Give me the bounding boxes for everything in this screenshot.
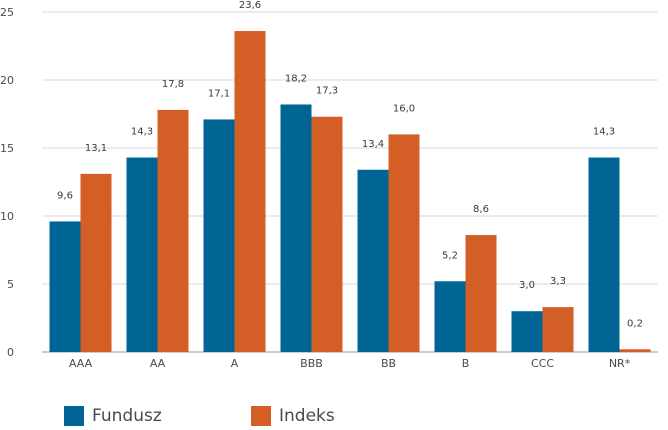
data-label: 23,6 — [239, 0, 261, 11]
x-tick-label: NR* — [609, 357, 631, 370]
data-label: 13,1 — [85, 143, 107, 154]
data-label: 9,6 — [57, 190, 73, 201]
x-tick-label: BBB — [300, 357, 323, 370]
data-label: 17,8 — [162, 79, 184, 90]
data-label: 0,2 — [627, 318, 643, 329]
bar-fundusz — [126, 157, 158, 352]
legend-item-fundusz: Fundusz — [64, 406, 251, 426]
bar-fundusz — [49, 221, 81, 352]
bar-fundusz — [280, 104, 312, 352]
x-axis: AAA AA A BBB BB B CCC NR* — [69, 357, 631, 370]
bar-indeks — [542, 307, 574, 352]
x-tick-label: B — [462, 357, 470, 370]
x-tick-label: AA — [150, 357, 166, 370]
data-label: 17,3 — [316, 86, 338, 97]
legend-item-indeks: Indeks — [251, 406, 438, 426]
legend-label-fundusz: Fundusz — [92, 406, 162, 426]
bar-indeks — [388, 134, 420, 352]
data-label: 14,3 — [131, 127, 153, 138]
bar-fundusz — [357, 169, 389, 352]
legend-swatch-indeks — [251, 406, 271, 426]
data-labels: 9,6 13,1 14,3 17,8 17,1 23,6 18,2 17,3 13,4 16,0 5… — [57, 0, 643, 329]
data-label: 17,1 — [208, 88, 230, 99]
data-label: 16,0 — [393, 103, 415, 114]
bar-fundusz — [588, 157, 620, 352]
x-tick-label: BB — [381, 357, 396, 370]
bar-indeks — [234, 31, 266, 352]
bar-indeks — [465, 235, 497, 352]
bar-indeks — [80, 173, 112, 352]
data-label: 18,2 — [285, 73, 307, 84]
legend-label-indeks: Indeks — [279, 406, 335, 426]
bar-indeks — [157, 109, 189, 352]
legend: Fundusz Indeks — [64, 406, 438, 426]
bar-fundusz — [434, 281, 466, 352]
bar-indeks — [619, 349, 651, 352]
y-tick-label: 25 — [0, 6, 14, 19]
bar-fundusz — [203, 119, 235, 352]
bar-fundusz — [511, 311, 543, 352]
legend-swatch-fundusz — [64, 406, 84, 426]
x-tick-label: A — [231, 357, 239, 370]
y-tick-label: 15 — [0, 142, 14, 155]
y-tick-label: 0 — [7, 346, 14, 359]
bar-indeks — [311, 116, 343, 352]
x-tick-label: CCC — [531, 357, 554, 370]
y-tick-label: 10 — [0, 210, 14, 223]
data-label: 3,0 — [519, 280, 535, 291]
y-tick-label: 20 — [0, 74, 14, 87]
y-tick-label: 5 — [7, 278, 14, 291]
bar-chart: 0 5 10 15 20 25 9,6 13,1 14,3 17,8 17,1 23,6 18,2 17… — [0, 0, 658, 370]
x-tick-label: AAA — [69, 357, 93, 370]
data-label: 14,3 — [593, 127, 615, 138]
y-axis: 0 5 10 15 20 25 — [0, 6, 14, 359]
data-label: 5,2 — [442, 250, 458, 261]
data-label: 3,3 — [550, 276, 566, 287]
data-label: 13,4 — [362, 139, 384, 150]
bars — [49, 31, 651, 352]
data-label: 8,6 — [473, 204, 489, 215]
